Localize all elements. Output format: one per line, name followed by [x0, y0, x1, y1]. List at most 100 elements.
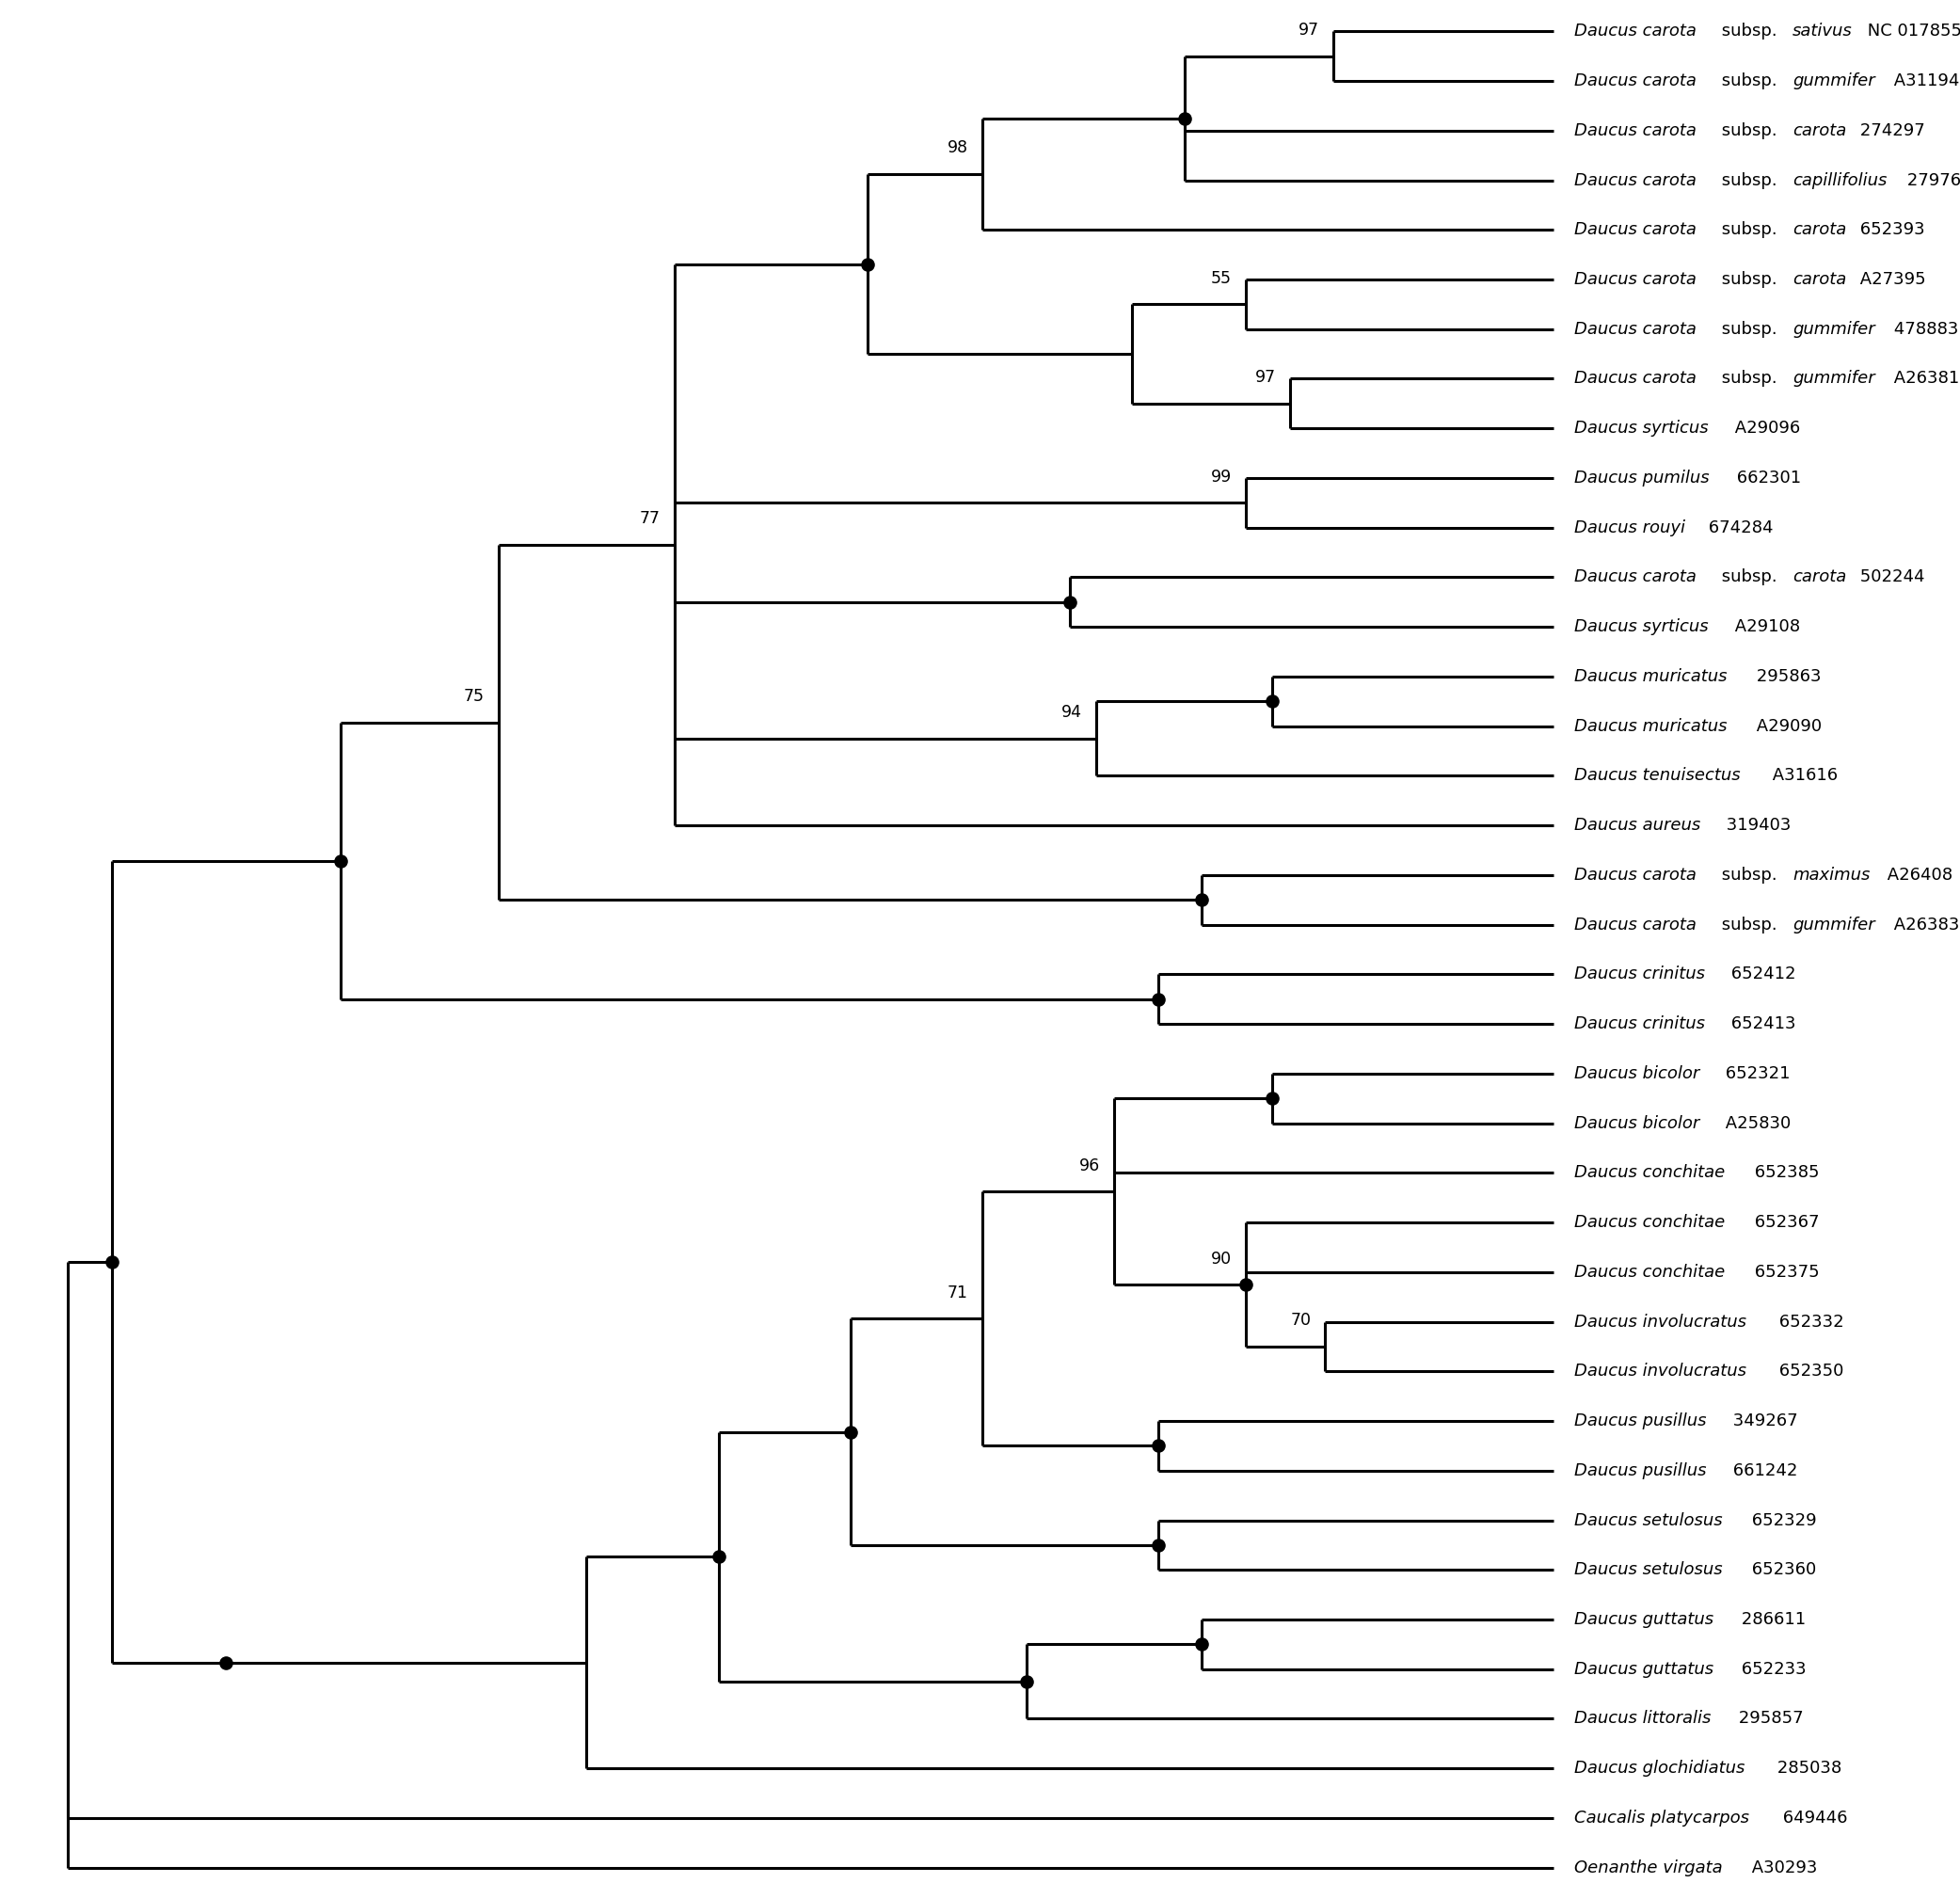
- Text: 295857: 295857: [1733, 1711, 1803, 1728]
- Text: 99: 99: [1211, 469, 1231, 486]
- Text: carota: carota: [1793, 272, 1846, 289]
- Text: Daucus carota: Daucus carota: [1574, 72, 1697, 89]
- Text: 652350: 652350: [1774, 1363, 1844, 1381]
- Text: Daucus guttatus: Daucus guttatus: [1574, 1610, 1713, 1627]
- Text: Daucus bicolor: Daucus bicolor: [1574, 1115, 1699, 1132]
- Text: carota: carota: [1793, 570, 1846, 585]
- Text: carota: carota: [1793, 122, 1846, 139]
- Text: A26383: A26383: [1887, 915, 1958, 932]
- Text: Daucus rouyi: Daucus rouyi: [1574, 518, 1686, 536]
- Text: Daucus glochidiatus: Daucus glochidiatus: [1574, 1760, 1744, 1777]
- Text: Daucus muricatus: Daucus muricatus: [1574, 668, 1727, 686]
- Text: gummifer: gummifer: [1793, 321, 1876, 338]
- Text: Daucus pumilus: Daucus pumilus: [1574, 469, 1709, 486]
- Text: 285038: 285038: [1772, 1760, 1842, 1777]
- Text: subsp.: subsp.: [1717, 122, 1782, 139]
- Text: Daucus involucratus: Daucus involucratus: [1574, 1363, 1746, 1381]
- Text: A31616: A31616: [1766, 767, 1838, 784]
- Text: 649446: 649446: [1778, 1810, 1846, 1827]
- Text: Daucus setulosus: Daucus setulosus: [1574, 1561, 1723, 1578]
- Text: 295863: 295863: [1752, 668, 1821, 686]
- Text: 97: 97: [1299, 23, 1319, 38]
- Text: 96: 96: [1080, 1156, 1100, 1174]
- Text: Daucus carota: Daucus carota: [1574, 866, 1697, 883]
- Text: Daucus carota: Daucus carota: [1574, 272, 1697, 289]
- Text: sativus: sativus: [1793, 23, 1852, 40]
- Point: [1168, 103, 1200, 133]
- Text: 652367: 652367: [1748, 1213, 1819, 1231]
- Text: maximus: maximus: [1793, 866, 1870, 883]
- Text: A26408: A26408: [1882, 866, 1952, 883]
- Text: 90: 90: [1211, 1250, 1231, 1267]
- Text: 652233: 652233: [1737, 1660, 1805, 1677]
- Text: Daucus conchitae: Daucus conchitae: [1574, 1263, 1725, 1280]
- Text: 652375: 652375: [1748, 1263, 1819, 1280]
- Text: subsp.: subsp.: [1717, 171, 1782, 188]
- Point: [1143, 1531, 1174, 1561]
- Text: 98: 98: [947, 141, 968, 156]
- Text: A31194: A31194: [1887, 72, 1958, 89]
- Text: gummifer: gummifer: [1793, 915, 1876, 932]
- Text: 55: 55: [1211, 270, 1231, 287]
- Text: Daucus carota: Daucus carota: [1574, 23, 1697, 40]
- Text: Daucus guttatus: Daucus guttatus: [1574, 1660, 1713, 1677]
- Text: A29090: A29090: [1752, 718, 1823, 735]
- Text: A27395: A27395: [1854, 272, 1927, 289]
- Text: subsp.: subsp.: [1717, 222, 1782, 239]
- Text: Daucus crinitus: Daucus crinitus: [1574, 1016, 1705, 1033]
- Text: 662301: 662301: [1731, 469, 1801, 486]
- Point: [835, 1417, 866, 1447]
- Text: 319403: 319403: [1721, 817, 1791, 834]
- Text: 652329: 652329: [1746, 1512, 1817, 1529]
- Text: Daucus involucratus: Daucus involucratus: [1574, 1314, 1746, 1329]
- Text: 71: 71: [947, 1284, 968, 1301]
- Text: subsp.: subsp.: [1717, 72, 1782, 89]
- Text: Daucus muricatus: Daucus muricatus: [1574, 718, 1727, 735]
- Point: [1256, 686, 1288, 716]
- Point: [1011, 1665, 1043, 1696]
- Text: 286611: 286611: [1737, 1610, 1805, 1627]
- Text: Daucus tenuisectus: Daucus tenuisectus: [1574, 767, 1740, 784]
- Text: 652360: 652360: [1746, 1561, 1817, 1578]
- Text: A30293: A30293: [1746, 1859, 1817, 1876]
- Point: [1186, 1629, 1217, 1660]
- Text: capillifolius: capillifolius: [1793, 171, 1887, 188]
- Text: Daucus pusillus: Daucus pusillus: [1574, 1413, 1707, 1430]
- Text: Daucus conchitae: Daucus conchitae: [1574, 1164, 1725, 1181]
- Text: Daucus syrticus: Daucus syrticus: [1574, 619, 1709, 636]
- Text: 674284: 674284: [1703, 518, 1774, 536]
- Text: 70: 70: [1290, 1312, 1311, 1329]
- Text: 279764: 279764: [1901, 171, 1960, 188]
- Text: subsp.: subsp.: [1717, 23, 1782, 40]
- Text: gummifer: gummifer: [1793, 370, 1876, 387]
- Text: Daucus carota: Daucus carota: [1574, 370, 1697, 387]
- Point: [325, 845, 357, 875]
- Text: Daucus pusillus: Daucus pusillus: [1574, 1462, 1707, 1479]
- Text: Daucus carota: Daucus carota: [1574, 321, 1697, 338]
- Text: Daucus aureus: Daucus aureus: [1574, 817, 1701, 834]
- Point: [1256, 1082, 1288, 1113]
- Point: [1231, 1269, 1262, 1299]
- Text: Daucus carota: Daucus carota: [1574, 222, 1697, 239]
- Text: 502244: 502244: [1854, 570, 1925, 585]
- Text: 652412: 652412: [1727, 967, 1795, 984]
- Text: NC 017855: NC 017855: [1862, 23, 1960, 40]
- Text: 652413: 652413: [1727, 1016, 1795, 1033]
- Text: Daucus carota: Daucus carota: [1574, 171, 1697, 188]
- Text: 77: 77: [639, 511, 661, 528]
- Text: subsp.: subsp.: [1717, 370, 1782, 387]
- Text: A25830: A25830: [1719, 1115, 1791, 1132]
- Text: A29108: A29108: [1731, 619, 1801, 636]
- Text: gummifer: gummifer: [1793, 72, 1876, 89]
- Text: 75: 75: [465, 687, 484, 705]
- Text: Daucus bicolor: Daucus bicolor: [1574, 1065, 1699, 1082]
- Text: 97: 97: [1254, 368, 1276, 385]
- Text: 478883: 478883: [1887, 321, 1958, 338]
- Text: carota: carota: [1793, 222, 1846, 239]
- Text: subsp.: subsp.: [1717, 321, 1782, 338]
- Text: Daucus littoralis: Daucus littoralis: [1574, 1711, 1711, 1728]
- Text: Oenanthe virgata: Oenanthe virgata: [1574, 1859, 1723, 1876]
- Text: Daucus setulosus: Daucus setulosus: [1574, 1512, 1723, 1529]
- Text: 349267: 349267: [1727, 1413, 1797, 1430]
- Text: 661242: 661242: [1727, 1462, 1797, 1479]
